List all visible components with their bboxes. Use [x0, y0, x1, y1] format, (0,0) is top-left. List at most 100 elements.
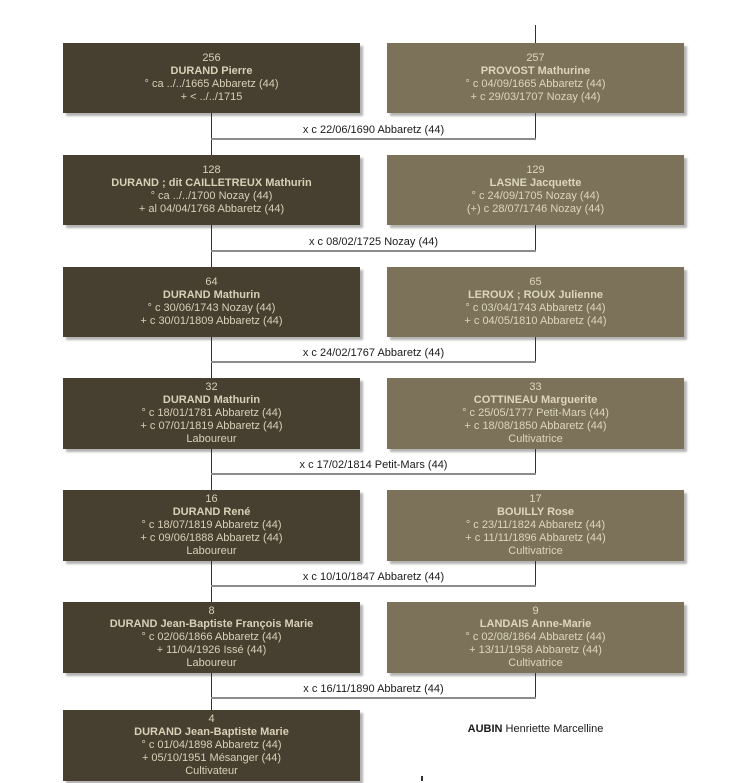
- marriage-label: x c 24/02/1767 Abbaretz (44): [302, 347, 445, 359]
- death-info: + 13/11/1958 Abbaretz (44): [469, 644, 602, 656]
- person-box-4[interactable]: 4 DURAND Jean-Baptiste Marie ° c 01/04/1…: [63, 710, 360, 781]
- father-descent-line: [211, 449, 212, 490]
- death-info: + c 29/03/1707 Nozay (44): [470, 91, 601, 103]
- profession: Cultivateur: [185, 765, 238, 777]
- birth-info: ° c 24/09/1705 Nozay (44): [471, 190, 600, 202]
- birth-info: ° c 18/01/1781 Abbaretz (44): [141, 407, 282, 419]
- profession: Cultivatrice: [508, 433, 563, 445]
- mother-drop-line: [535, 673, 536, 697]
- person-name: LASNE Jacquette: [489, 177, 582, 189]
- person-name: LANDAIS Anne-Marie: [479, 618, 592, 630]
- birth-info: ° ca ../../1665 Abbaretz (44): [144, 78, 279, 90]
- marriage-label: x c 16/11/1890 Abbaretz (44): [303, 683, 444, 695]
- death-info: + 05/10/1951 Mésanger (44): [141, 752, 282, 764]
- mother-drop-line: [535, 225, 536, 250]
- person-box-9[interactable]: 9 LANDAIS Anne-Marie ° c 02/08/1864 Abba…: [387, 602, 684, 673]
- profession: Laboureur: [186, 545, 237, 557]
- marriage-line: [211, 585, 536, 587]
- ancestor-stub-line: [535, 25, 536, 43]
- person-name: DURAND Mathurin: [162, 289, 261, 301]
- death-info: + < ../../1715: [180, 91, 243, 103]
- mother-drop-line: [535, 337, 536, 361]
- birth-info: ° c 25/05/1777 Petit-Mars (44): [462, 407, 609, 419]
- birth-info: ° c 23/11/1824 Abbaretz (44): [465, 519, 606, 531]
- birth-info: ° ca ../../1700 Nozay (44): [150, 190, 273, 202]
- marriage-line: [211, 250, 536, 252]
- sosa-number: 33: [529, 381, 542, 393]
- sosa-number: 64: [205, 276, 218, 288]
- sosa-number: 32: [205, 381, 218, 393]
- person-box-65[interactable]: 65 LEROUX ; ROUX Julienne ° c 03/04/1743…: [387, 267, 684, 337]
- death-info: + c 09/06/1888 Abbaretz (44): [140, 532, 283, 544]
- person-name: PROVOST Mathurine: [480, 65, 591, 77]
- sosa-number: 65: [529, 276, 542, 288]
- mother-drop-line: [535, 561, 536, 585]
- death-info: + c 18/08/1850 Abbaretz (44): [464, 420, 607, 432]
- person-name: DURAND René: [172, 506, 251, 518]
- marriage-label: x c 22/06/1690 Abbaretz (44): [302, 124, 445, 136]
- person-name: DURAND ; dit CAILLETREUX Mathurin: [111, 177, 312, 189]
- marriage-line: [211, 697, 536, 699]
- father-descent-line: [211, 113, 212, 155]
- death-info: + c 11/11/1896 Abbaretz (44): [465, 532, 606, 544]
- descent-stub-mark: [421, 776, 423, 781]
- father-descent-line: [211, 225, 212, 267]
- father-descent-line: [211, 561, 212, 602]
- mother-drop-line: [535, 113, 536, 138]
- spouse-surname: AUBIN: [467, 723, 503, 735]
- person-name: LEROUX ; ROUX Julienne: [467, 289, 604, 301]
- father-descent-line: [211, 337, 212, 378]
- profession: Laboureur: [186, 433, 237, 445]
- person-name: DURAND Jean-Baptiste François Marie: [109, 618, 314, 630]
- marriage-label: x c 08/02/1725 Nozay (44): [308, 236, 439, 248]
- person-box-33[interactable]: 33 COTTINEAU Marguerite ° c 25/05/1777 P…: [387, 378, 684, 449]
- sosa-number: 16: [205, 493, 218, 505]
- birth-info: ° c 02/08/1864 Abbaretz (44): [465, 631, 606, 643]
- profession: Cultivatrice: [508, 657, 563, 669]
- person-box-16[interactable]: 16 DURAND René ° c 18/07/1819 Abbaretz (…: [63, 490, 360, 561]
- birth-info: ° c 03/04/1743 Abbaretz (44): [465, 302, 606, 314]
- sosa-number: 9: [532, 605, 539, 617]
- proband-spouse-name: AUBIN Henriette Marcelline: [387, 723, 684, 735]
- marriage-label: x c 10/10/1847 Abbaretz (44): [302, 571, 445, 583]
- birth-info: ° c 02/06/1866 Abbaretz (44): [141, 631, 282, 643]
- sosa-number: 129: [526, 164, 545, 176]
- sosa-number: 8: [208, 605, 215, 617]
- profession: Laboureur: [186, 657, 237, 669]
- marriage-line: [211, 473, 536, 475]
- person-box-64[interactable]: 64 DURAND Mathurin ° c 30/06/1743 Nozay …: [63, 267, 360, 337]
- person-box-128[interactable]: 128 DURAND ; dit CAILLETREUX Mathurin ° …: [63, 155, 360, 225]
- death-info: + al 04/04/1768 Abbaretz (44): [138, 203, 285, 215]
- marriage-line: [211, 361, 536, 363]
- death-info: + c 07/01/1819 Abbaretz (44): [140, 420, 283, 432]
- death-info: (+) c 28/07/1746 Nozay (44): [466, 203, 605, 215]
- person-box-17[interactable]: 17 BOUILLY Rose ° c 23/11/1824 Abbaretz …: [387, 490, 684, 561]
- birth-info: ° c 18/07/1819 Abbaretz (44): [141, 519, 282, 531]
- birth-info: ° c 04/09/1665 Abbaretz (44): [465, 78, 606, 90]
- person-box-256[interactable]: 256 DURAND Pierre ° ca ../../1665 Abbare…: [63, 43, 360, 113]
- marriage-line: [211, 138, 536, 140]
- person-name: DURAND Pierre: [170, 65, 253, 77]
- death-info: + c 04/05/1810 Abbaretz (44): [464, 315, 607, 327]
- person-box-257[interactable]: 257 PROVOST Mathurine ° c 04/09/1665 Abb…: [387, 43, 684, 113]
- death-info: + 11/04/1926 Issé (44): [156, 644, 267, 656]
- birth-info: ° c 30/06/1743 Nozay (44): [147, 302, 276, 314]
- person-name: BOUILLY Rose: [496, 506, 575, 518]
- sosa-number: 17: [529, 493, 542, 505]
- person-box-8[interactable]: 8 DURAND Jean-Baptiste François Marie ° …: [63, 602, 360, 673]
- birth-info: ° c 01/04/1898 Abbaretz (44): [141, 739, 282, 751]
- person-name: DURAND Jean-Baptiste Marie: [134, 726, 289, 738]
- sosa-number: 4: [208, 713, 215, 725]
- sosa-number: 128: [202, 164, 221, 176]
- spouse-given-names: Henriette Marcelline: [505, 723, 604, 735]
- sosa-number: 257: [526, 52, 545, 64]
- sosa-number: 256: [202, 52, 221, 64]
- mother-drop-line: [535, 449, 536, 473]
- person-box-32[interactable]: 32 DURAND Mathurin ° c 18/01/1781 Abbare…: [63, 378, 360, 449]
- person-name: COTTINEAU Marguerite: [473, 394, 598, 406]
- marriage-label: x c 17/02/1814 Petit-Mars (44): [299, 459, 448, 471]
- death-info: + c 30/01/1809 Abbaretz (44): [140, 315, 283, 327]
- person-name: DURAND Mathurin: [162, 394, 261, 406]
- person-box-129[interactable]: 129 LASNE Jacquette ° c 24/09/1705 Nozay…: [387, 155, 684, 225]
